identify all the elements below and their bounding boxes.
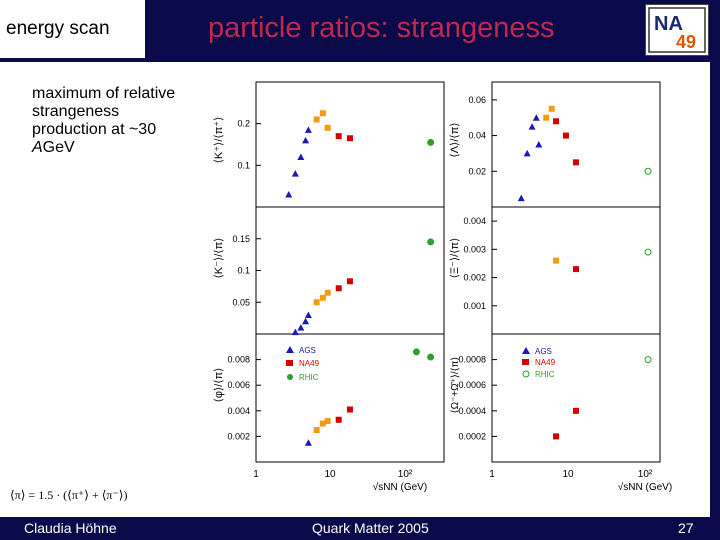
note-line: strangeness xyxy=(32,103,120,120)
logo-text-top: NA xyxy=(654,13,683,35)
note-line: maximum of relative xyxy=(32,85,176,102)
note-text: maximum of relative strangeness producti… xyxy=(32,85,197,157)
footer-author: Claudia Höhne xyxy=(24,520,117,536)
na49-logo: NA 49 xyxy=(645,4,709,56)
footer-conference: Quark Matter 2005 xyxy=(312,520,429,536)
slide-title: particle ratios: strangeness xyxy=(208,12,555,44)
logo-text-bottom: 49 xyxy=(676,32,696,52)
note-italic: A xyxy=(32,139,43,156)
section-tab-label: energy scan xyxy=(6,18,110,39)
pion-formula: ⟨π⟩ = 1.5 · (⟨π⁺⟩ + ⟨π⁻⟩) xyxy=(10,488,128,502)
note-line: production at ~30 xyxy=(32,121,157,138)
note-rest: GeV xyxy=(42,139,75,156)
note-line: AGeV xyxy=(32,139,197,157)
footer-page: 27 xyxy=(678,520,694,536)
section-tab: energy scan xyxy=(0,0,145,60)
